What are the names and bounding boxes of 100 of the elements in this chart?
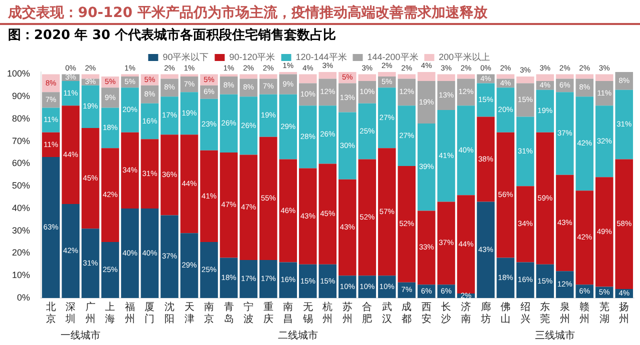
chart-title: 成交表现：90-120 平米产品仍为市场主流，疫情推动高端改善需求加速释放 <box>0 0 640 25</box>
x-tick-label: 绍兴 <box>520 300 530 325</box>
bar <box>556 92 574 175</box>
x-tick-label: 泉州 <box>560 300 570 325</box>
bar <box>140 139 159 208</box>
x-tick-label: 青岛 <box>224 300 234 325</box>
bar <box>496 258 514 298</box>
bar <box>418 210 436 285</box>
bar <box>160 134 178 216</box>
bar <box>279 94 297 160</box>
y-tick-label: 80% <box>12 113 30 124</box>
bar <box>378 72 396 76</box>
bar <box>457 195 475 294</box>
bar <box>595 177 614 287</box>
bar <box>180 233 198 298</box>
bar <box>358 103 376 160</box>
y-tick-label: 10% <box>12 270 30 280</box>
bar <box>437 110 456 202</box>
bar <box>516 76 534 84</box>
bar <box>101 148 120 242</box>
x-tick-label: 宁波 <box>244 300 254 325</box>
bar <box>398 166 416 282</box>
bar <box>160 96 178 135</box>
x-tick-label: 南昌 <box>283 300 294 325</box>
bar <box>496 132 514 258</box>
bar <box>476 202 495 298</box>
bar <box>160 78 178 97</box>
bar <box>62 204 80 298</box>
bar <box>279 74 297 94</box>
bar <box>398 106 416 166</box>
x-tick-label: 赣州 <box>580 300 590 325</box>
bar <box>82 85 100 128</box>
bar <box>556 74 574 79</box>
bar <box>358 74 376 81</box>
y-tick-label: 70% <box>12 136 30 146</box>
bar <box>42 108 60 132</box>
x-tick-label: 南京 <box>204 300 214 325</box>
bar <box>516 186 534 262</box>
y-tick-label: 30% <box>12 225 30 236</box>
bar <box>536 90 554 132</box>
x-tick-label: 佛山 <box>500 302 511 325</box>
bar <box>220 94 238 153</box>
bar <box>82 74 100 79</box>
x-tick-label: 深圳 <box>64 300 76 325</box>
bar <box>200 98 218 150</box>
y-tick-label: 20% <box>12 248 30 258</box>
y-tick-label: 0% <box>17 292 30 302</box>
bar <box>615 159 634 290</box>
text: 三线城市 <box>534 330 575 342</box>
text: 一线城市 <box>60 330 101 342</box>
bar <box>82 128 100 229</box>
bar <box>338 112 356 180</box>
bar <box>378 276 396 298</box>
bar <box>556 271 574 298</box>
x-tick-label: 芜湖 <box>599 300 610 325</box>
x-tick-label: 苏州 <box>342 300 352 325</box>
x-tick-label: 长沙 <box>441 300 452 325</box>
bar <box>240 96 258 155</box>
bar <box>378 88 396 148</box>
x-tick-label: 重庆 <box>263 300 274 325</box>
bar <box>42 132 60 158</box>
bar <box>121 132 139 208</box>
x-tick-label: 上海 <box>105 300 116 325</box>
bar <box>378 148 396 276</box>
y-tick-label: 60% <box>12 158 30 168</box>
bar <box>42 157 60 298</box>
bar <box>160 74 178 79</box>
bar <box>536 74 554 81</box>
text: 二线城市 <box>278 330 318 342</box>
bar <box>576 190 594 285</box>
bar <box>595 106 614 178</box>
bar <box>121 88 139 132</box>
bar <box>516 262 534 298</box>
bar <box>576 96 594 191</box>
bar <box>576 74 594 79</box>
x-tick-label: 廊坊 <box>480 300 491 325</box>
y-tick-label: 50% <box>12 180 30 191</box>
legend-label: 144-200平米 <box>367 52 418 62</box>
bar <box>595 74 614 81</box>
bar <box>418 80 436 124</box>
bar <box>101 108 120 148</box>
bar <box>259 260 278 298</box>
legend-label: 90-120平米 <box>229 52 276 62</box>
bar <box>418 123 436 211</box>
bar <box>160 215 178 298</box>
legend-label: 200平米以上 <box>438 52 490 62</box>
x-tick-label: 杭州 <box>322 300 333 325</box>
bar <box>615 90 634 160</box>
y-tick-label: 40% <box>12 202 30 213</box>
bar <box>576 78 594 97</box>
bar <box>457 106 475 196</box>
x-tick-label: 武汉 <box>382 300 392 325</box>
legend-label: 90平米以下 <box>162 52 209 62</box>
x-tick-label: 天津 <box>184 302 194 325</box>
bar <box>358 159 376 276</box>
bar <box>398 74 416 79</box>
y-tick-label: 100% <box>6 68 30 79</box>
chart-subtitle: 图：2020 年 30 个代表城市各面积段住宅销售套数占比 <box>7 26 337 45</box>
bar <box>536 264 554 298</box>
x-tick-label: 扬州 <box>619 300 630 325</box>
